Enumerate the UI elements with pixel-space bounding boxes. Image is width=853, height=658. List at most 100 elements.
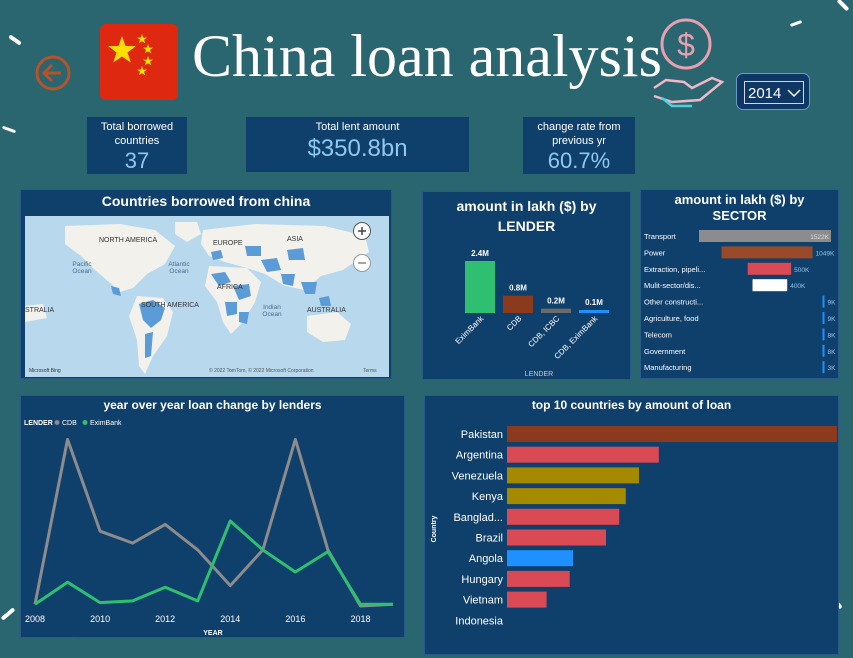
lender-bar [579, 310, 609, 313]
top10-category-label: Vietnam [463, 595, 503, 607]
map-label: NORTH AMERICA [99, 237, 158, 244]
sector-category-label: Manufacturing [644, 363, 692, 372]
sector-bar-value: 9K [828, 316, 837, 323]
sector-chart-panel: amount in lakh ($) by SECTOR Transport 15… [640, 189, 839, 379]
world-map-shapes [25, 222, 369, 374]
map-label: Pacific Ocean [72, 261, 92, 275]
year-dropdown[interactable]: 2014 [736, 73, 810, 110]
sector-bar-value: 3K [828, 365, 837, 372]
sector-category-label: Telecom [644, 330, 672, 339]
yoy-chart-panel: year over year loan change by lenders LE… [20, 395, 405, 638]
world-map[interactable]: NORTH AMERICA EUROPE ASIA Pacific Ocean … [25, 216, 389, 377]
zoom-out-button[interactable] [353, 254, 371, 272]
map-label: AFRICA [217, 284, 243, 291]
sector-bar-value: 8K [828, 349, 837, 356]
sector-category-label: Power [644, 248, 666, 257]
top10-bar [507, 488, 626, 505]
sector-bar-value: 1522K [810, 234, 829, 241]
yoy-legend-label: EximBank [90, 420, 122, 427]
page-title: China loan analysis [192, 23, 662, 89]
plus-icon [358, 227, 366, 235]
top10-bar [507, 529, 606, 546]
lender-bar [503, 295, 533, 313]
yoy-axis-label: YEAR [203, 630, 222, 637]
lender-chart-title: amount in lakh ($) by LENDER [456, 198, 597, 234]
top10-category-label: Indonesia [455, 615, 504, 627]
sector-bar-value: 500K [794, 267, 810, 274]
map-terms-link[interactable]: Terms [363, 368, 377, 374]
sector-bar [822, 328, 825, 341]
kpi-value: 60.7% [547, 148, 611, 173]
lender-bar [465, 261, 495, 313]
map-label: SOUTH AMERICA [141, 302, 199, 309]
top10-chart-title: top 10 countries by amount of loan [531, 398, 732, 412]
top10-category-label: Kenya [472, 491, 504, 503]
map-label: STRALIA [25, 307, 55, 314]
lender-bar-value: 0.8M [509, 284, 527, 293]
kpi-label: Total borrowed countries [100, 121, 174, 147]
top10-category-label: Venezuela [452, 470, 504, 482]
yoy-xtick-label: 2012 [155, 614, 175, 624]
top10-category-label: Argentina [456, 450, 504, 462]
map-label: ASIA [287, 236, 303, 243]
china-flag [100, 24, 178, 100]
svg-text:$: $ [677, 27, 695, 63]
map-label: AUSTRALIA [307, 307, 346, 314]
yoy-xtick-label: 2014 [220, 614, 240, 624]
flag-stars-icon [108, 34, 153, 76]
lender-axis-label: LENDER [525, 371, 553, 378]
sector-bar-value: 9K [828, 300, 837, 307]
year-dropdown-value: 2014 [748, 85, 782, 102]
top10-bar [507, 426, 837, 442]
chevron-down-icon [787, 89, 801, 98]
top10-axis-label: Country [431, 515, 438, 542]
money-hand-icon: $ [652, 10, 728, 114]
top10-bar [507, 446, 659, 463]
decor-streak [0, 607, 16, 621]
arrow-left-circle-icon [35, 55, 71, 91]
yoy-series-line [33, 437, 394, 608]
sector-bar [699, 230, 831, 242]
sector-bar-value: 1049K [816, 250, 835, 257]
top10-category-label: Angola [469, 553, 504, 565]
map-label: Atlantic Ocean [168, 261, 190, 275]
top10-category-label: Pakistan [461, 429, 503, 441]
sector-bar-value: 400K [790, 283, 806, 290]
yoy-xtick-label: 2016 [285, 614, 305, 624]
lender-category-label: CDB [505, 314, 523, 332]
decor-streak [789, 20, 803, 27]
kpi-label: change rate from previous yr [537, 121, 621, 147]
decor-streak [8, 34, 22, 46]
map-panel: Countries borrowed from china [20, 189, 392, 379]
year-dropdown-box: 2014 [744, 81, 804, 104]
kpi-value: $350.8bn [307, 135, 408, 162]
minus-icon [358, 262, 366, 264]
top10-category-label: Brazil [475, 533, 503, 545]
map-title: Countries borrowed from china [101, 193, 311, 209]
lender-chart-panel: amount in lakh ($) by LENDER 2.4M EximBan… [422, 191, 631, 380]
sector-chart-title: amount in lakh ($) by SECTOR [674, 192, 805, 223]
top10-bar [507, 467, 639, 484]
yoy-legend-title: LENDER [24, 420, 53, 427]
sector-bar [822, 295, 825, 308]
top10-bar [507, 591, 547, 608]
kpi-label: Total lent amount [315, 121, 400, 133]
yoy-chart: LENDER CDB EximBank 2008 2010 2012 2014 2016 201… [24, 420, 394, 637]
sector-category-label: Government [644, 347, 686, 356]
lender-bar-value: 0.2M [547, 297, 565, 306]
map-label: Indian Ocean [262, 304, 282, 318]
kpi-lent-amount: Total lent amount $350.8bn [246, 117, 469, 172]
zoom-in-button[interactable] [353, 222, 371, 240]
yoy-legend-label: CDB [62, 420, 77, 427]
lender-category-label: EximBank [454, 313, 487, 346]
lender-bar-value: 2.4M [471, 249, 489, 258]
lender-category-label: CDB, ICBC [526, 314, 561, 349]
sector-bar [822, 361, 825, 374]
yoy-chart-title: year over year loan change by lenders [103, 398, 322, 412]
yoy-xtick-label: 2010 [90, 614, 110, 624]
yoy-legend-marker [82, 420, 88, 425]
top10-category-label: Banglad... [453, 512, 503, 524]
top10-category-label: Hungary [461, 574, 503, 586]
yoy-legend-marker [54, 420, 60, 425]
back-button[interactable] [34, 54, 72, 92]
